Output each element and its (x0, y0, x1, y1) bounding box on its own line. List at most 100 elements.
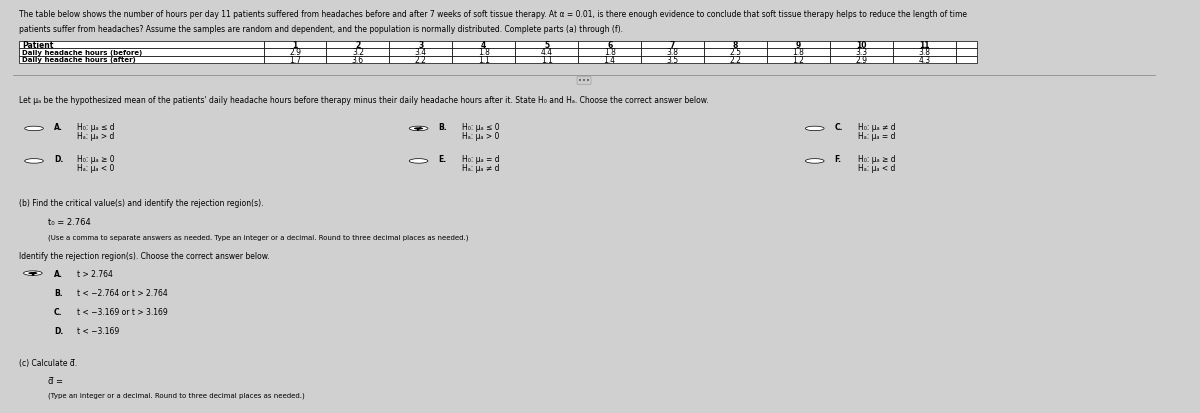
Text: 1.4: 1.4 (604, 55, 616, 64)
Text: (b) Find the critical value(s) and identify the rejection region(s).: (b) Find the critical value(s) and ident… (19, 199, 263, 208)
Circle shape (409, 159, 428, 164)
Text: 1: 1 (293, 41, 298, 50)
Bar (326, 42, 390, 49)
Text: H₀: μₐ ≤ 0: H₀: μₐ ≤ 0 (462, 122, 499, 131)
Bar (19, 42, 264, 49)
Text: 3.5: 3.5 (666, 55, 679, 64)
Text: 3.8: 3.8 (666, 48, 678, 57)
Bar (264, 42, 326, 49)
Circle shape (25, 159, 43, 164)
Bar (893, 49, 955, 56)
Text: H₀: μₐ ≠ d: H₀: μₐ ≠ d (858, 122, 895, 131)
Text: C.: C. (834, 122, 844, 131)
Text: 3: 3 (419, 41, 424, 50)
Bar (326, 49, 390, 56)
Bar (19, 56, 264, 64)
Bar (390, 42, 452, 49)
Text: Hₐ: μₐ ≠ d: Hₐ: μₐ ≠ d (462, 164, 499, 173)
Bar (893, 56, 955, 64)
Bar (704, 56, 767, 64)
Bar (704, 49, 767, 56)
Text: 2.2: 2.2 (730, 55, 742, 64)
Text: C.: C. (54, 307, 62, 316)
Text: 1.8: 1.8 (604, 48, 616, 57)
Text: 3.3: 3.3 (856, 48, 868, 57)
Text: F.: F. (834, 155, 841, 164)
Text: D.: D. (54, 155, 64, 164)
Text: 5: 5 (544, 41, 550, 50)
Bar (893, 42, 955, 49)
Text: 3.4: 3.4 (415, 48, 427, 57)
Circle shape (24, 290, 42, 295)
Bar (452, 56, 515, 64)
Text: Hₐ: μₐ = d: Hₐ: μₐ = d (858, 131, 895, 140)
Text: 1.1: 1.1 (478, 55, 490, 64)
Text: •••: ••• (578, 78, 590, 84)
Bar (452, 42, 515, 49)
Bar (452, 49, 515, 56)
Text: B.: B. (54, 288, 62, 297)
Text: patients suffer from headaches? Assume the samples are random and dependent, and: patients suffer from headaches? Assume t… (19, 25, 623, 34)
Text: 3.8: 3.8 (918, 48, 930, 57)
Text: t < −2.764 or t > 2.764: t < −2.764 or t > 2.764 (77, 288, 168, 297)
Bar (641, 49, 704, 56)
Text: Let μₐ be the hypothesized mean of the patients' daily headache hours before the: Let μₐ be the hypothesized mean of the p… (19, 96, 708, 105)
Text: 1.2: 1.2 (792, 55, 804, 64)
Bar (830, 49, 893, 56)
Text: 3.6: 3.6 (352, 55, 364, 64)
Bar (767, 49, 830, 56)
Bar (830, 42, 893, 49)
Text: 1.8: 1.8 (792, 48, 804, 57)
Circle shape (24, 310, 42, 314)
Text: D.: D. (54, 327, 64, 335)
Bar (830, 56, 893, 64)
Text: H₀: μₐ ≥ d: H₀: μₐ ≥ d (858, 155, 895, 164)
Text: 4.3: 4.3 (918, 55, 930, 64)
Text: H₀: μₐ ≤ d: H₀: μₐ ≤ d (77, 122, 115, 131)
Circle shape (28, 272, 37, 275)
Circle shape (24, 329, 42, 333)
Bar (19, 49, 264, 56)
Text: t < −3.169: t < −3.169 (77, 327, 119, 335)
Bar (515, 42, 578, 49)
Bar (515, 49, 578, 56)
Text: 4: 4 (481, 41, 486, 50)
Bar (767, 56, 830, 64)
Bar (578, 49, 641, 56)
Text: H₀: μₐ ≥ 0: H₀: μₐ ≥ 0 (77, 155, 115, 164)
Circle shape (24, 271, 42, 276)
Bar (578, 56, 641, 64)
Text: The table below shows the number of hours per day 11 patients suffered from head: The table below shows the number of hour… (19, 10, 967, 19)
Text: Hₐ: μₐ > d: Hₐ: μₐ > d (77, 131, 114, 140)
Circle shape (25, 127, 43, 131)
Text: t₀ = 2.764: t₀ = 2.764 (48, 217, 91, 226)
Bar (390, 56, 452, 64)
Text: E.: E. (438, 155, 446, 164)
Bar (264, 49, 326, 56)
Text: 8: 8 (733, 41, 738, 50)
Text: t < −3.169 or t > 3.169: t < −3.169 or t > 3.169 (77, 307, 168, 316)
Text: 2: 2 (355, 41, 360, 50)
Text: Hₐ: μₐ < 0: Hₐ: μₐ < 0 (77, 164, 114, 173)
Text: 11: 11 (919, 41, 930, 50)
Circle shape (805, 159, 824, 164)
Bar (641, 56, 704, 64)
Bar (578, 42, 641, 49)
Text: 1.1: 1.1 (541, 55, 553, 64)
Text: (Use a comma to separate answers as needed. Type an integer or a decimal. Round : (Use a comma to separate answers as need… (48, 234, 468, 240)
Bar (95, 370, 148, 382)
Bar (767, 42, 830, 49)
Text: 2.2: 2.2 (415, 55, 427, 64)
Text: Hₐ: μₐ > 0: Hₐ: μₐ > 0 (462, 131, 499, 140)
Circle shape (414, 128, 424, 130)
Text: Daily headache hours (after): Daily headache hours (after) (23, 57, 136, 63)
Text: 2.9: 2.9 (856, 55, 868, 64)
Text: t > 2.764: t > 2.764 (77, 269, 113, 278)
Text: A.: A. (54, 269, 62, 278)
Text: Identify the rejection region(s). Choose the correct answer below.: Identify the rejection region(s). Choose… (19, 251, 270, 260)
Bar (955, 56, 977, 64)
Text: B.: B. (438, 122, 446, 131)
Circle shape (805, 127, 824, 131)
Text: H₀: μₐ = d: H₀: μₐ = d (462, 155, 499, 164)
Text: 2.5: 2.5 (730, 48, 742, 57)
